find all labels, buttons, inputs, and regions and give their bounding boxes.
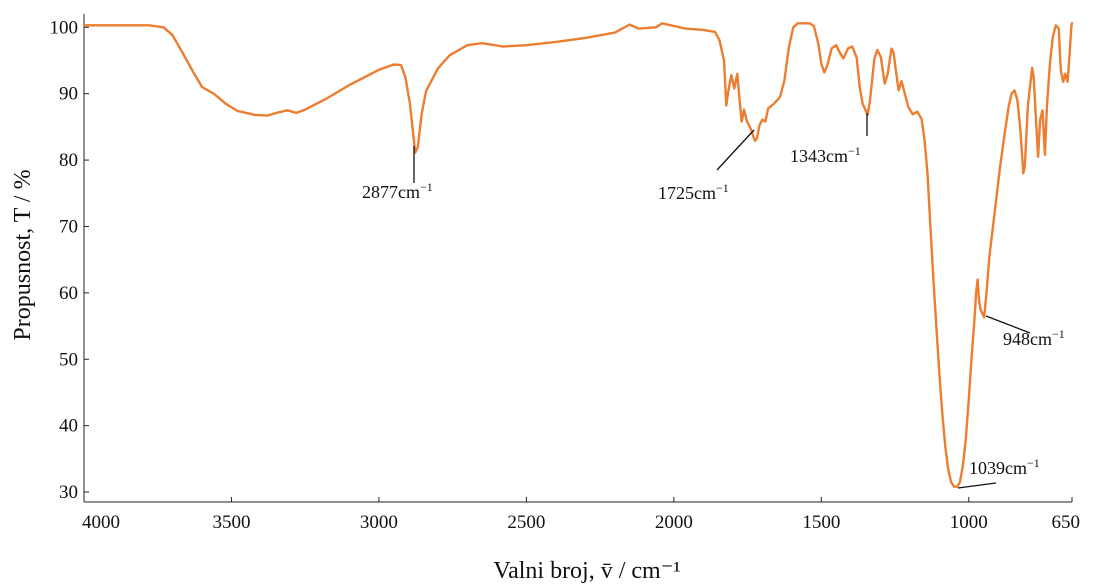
series: [82, 22, 1074, 488]
y-tick-label: 30: [59, 482, 78, 503]
x-tick-label: 3000: [360, 512, 398, 533]
x-tick-label: 3500: [212, 512, 250, 533]
y-tick-label: 50: [59, 349, 78, 370]
y-tick-label: 100: [50, 17, 79, 38]
x-tick-label: 1000: [950, 512, 988, 533]
annotation-label: 1725cm−1: [658, 181, 729, 203]
x-axis-title: Valni broj, v̄ / cm⁻¹: [493, 558, 680, 584]
x-tick-label: 1500: [802, 512, 840, 533]
ticks: 4000 3500 3000 2500 2000 1500 1000 650 30 40 50 60 7…: [50, 17, 1081, 533]
y-tick-label: 40: [59, 416, 78, 437]
axes: [83, 14, 1072, 503]
annotation-label: 948cm−1: [1003, 327, 1065, 349]
y-tick-label: 90: [59, 84, 78, 105]
annotation-leader: [985, 315, 1031, 334]
x-tick-label: 4000: [82, 512, 120, 533]
spectrum-line: [82, 22, 1074, 488]
annotation-label: 2877cm−1: [362, 180, 433, 202]
x-tick-label: 650: [1052, 512, 1081, 533]
x-tick-label: 2500: [507, 512, 545, 533]
annotation-leader: [957, 482, 997, 489]
y-tick-label: 70: [59, 216, 78, 237]
y-axis-title: Propusnost, T / %: [10, 169, 36, 340]
annotation-label: 1343cm−1: [790, 144, 861, 166]
annotation-leader: [716, 129, 755, 171]
y-tick-label: 80: [59, 150, 78, 171]
x-tick-label: 2000: [655, 512, 693, 533]
annotations: 2877cm−1 1725cm−1 1343cm−1 948cm−1 1039cm−1: [362, 113, 1065, 489]
annotation-label: 1039cm−1: [969, 456, 1040, 478]
y-tick-label: 60: [59, 283, 78, 304]
